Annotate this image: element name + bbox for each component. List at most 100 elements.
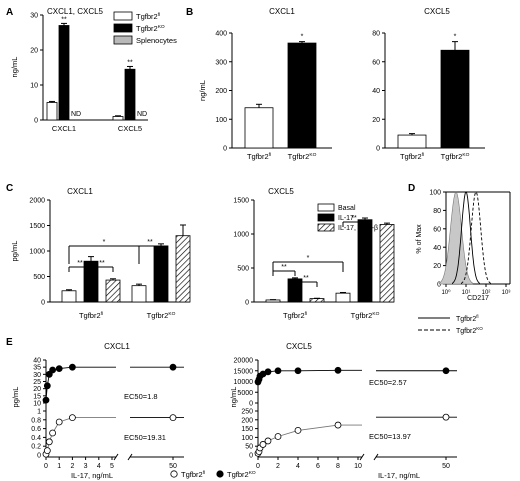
panel-d-y-tick-label: 80 (433, 208, 441, 215)
panel-c-cxcl5-bar (335, 292, 351, 303)
panel-b-cxcl5-y-tick-label: 20 (372, 117, 380, 124)
panel-e-cxcl1-top-point (55, 365, 63, 373)
panel-e-cxcl5-top-point (264, 368, 272, 376)
panel-e-cxcl5-x-tick-label: 4 (296, 463, 300, 470)
panel-e-cxcl5-bottom-point (294, 426, 302, 434)
panel-e-cxcl1-bottom-y-tick-label: 0.6 (31, 426, 41, 433)
panel-d-y-tick-label: 40 (433, 245, 441, 252)
panel-d-x-tick-label: 10⁰ (441, 289, 451, 296)
panel-c-cxcl5-significance: ** (303, 275, 309, 282)
panel-e-cxcl1-x-tick-label: 1 (57, 463, 61, 470)
panel-e-cxcl5-bottom-point (442, 413, 450, 421)
panel-b-cxcl1-y-label: ng/mL (198, 80, 207, 101)
panel-e-cxcl1-top-ec50: EC50=1.8 (124, 392, 158, 401)
panel-c-cxcl1-significance: ** (147, 239, 153, 246)
panel-c-cxcl1-y-tick-label: 0 (41, 300, 45, 307)
panel-e-cxcl5-bottom-point (334, 421, 342, 429)
panel-e-cxcl1-top-point (49, 366, 56, 374)
panel-e-cxcl1-bottom-point (69, 414, 76, 422)
panel-a-bar (124, 68, 136, 121)
panel-a-nd-label: ND (71, 111, 81, 118)
panel-b-cxcl1-significance: * (301, 34, 304, 41)
panel-e-cxcl5-top-y-tick-label: 0 (249, 401, 253, 408)
panel-e-cxcl1-top-y-tick-label: 15 (33, 393, 41, 400)
panel-e-cxcl5-top-y-tick-label: 5000 (237, 390, 253, 397)
panel-a-y-tick-label: 20 (30, 48, 38, 55)
panel-b-cxcl5-significance: * (454, 34, 457, 41)
panel-c-cxcl1-y-tick-label: 2000 (29, 198, 45, 205)
panel-e-cxcl5-x-label: IL-17, ng/mL (378, 471, 420, 480)
panel-letter-a: A (6, 7, 13, 18)
panel-d-y-tick-label: 20 (433, 263, 441, 270)
panel-e-cxcl1-x-tick-label: 50 (169, 463, 177, 470)
panel-e-cxcl5-top-point (274, 367, 282, 375)
panel-d-isotype-histogram (438, 191, 474, 285)
panel-a-legend-swatch (113, 23, 133, 33)
panel-a-legend-label: Tgfbr2KO (136, 24, 165, 33)
panel-e-cxcl5-bottom-y-tick-label: 0 (249, 453, 253, 460)
panel-e-cxcl1-top-y-tick-label: 25 (33, 379, 41, 386)
panel-letter-b: B (186, 7, 193, 18)
panel-c-cxcl5-bar (357, 219, 373, 303)
panel-a-significance: ** (61, 16, 67, 23)
panel-c-cxcl5-bar (379, 224, 395, 303)
panel-c-cxcl1-title: CXCL1 (67, 187, 93, 196)
panel-e-cxcl1-bottom-point (43, 447, 51, 455)
panel-e-cxcl5-x-tick-label: 10 (354, 463, 362, 470)
panel-a-y-label: ng/mL (10, 57, 19, 78)
panel-d-y-tick-label: 0 (437, 282, 441, 289)
panel-d-x-label: CD217 (467, 295, 489, 302)
panel-e-legend-open-marker (170, 470, 178, 478)
panel-a-legend-label: Splenocytes (136, 36, 177, 45)
panel-e-cxcl5-title: CXCL5 (286, 342, 312, 351)
panel-d-legend-label: Tgfbr2fl (456, 314, 479, 323)
panel-a-y-tick-label: 30 (30, 13, 38, 20)
panel-c-cxcl1-bar (131, 285, 147, 303)
panel-e-cxcl5-top-y-tick-label: 20000 (234, 358, 254, 365)
panel-d-x-tick-label: 10² (482, 290, 491, 296)
panel-e-cxcl1-top-point (69, 363, 76, 371)
panel-c-cxcl5-significance: * (307, 255, 310, 262)
panel-e-cxcl5-axis-break (373, 453, 379, 461)
panel-e-cxcl5-bottom-y-tick-label: 250 (241, 409, 253, 416)
panel-c-cxcl1-x-tick-label: Tgfbr2KO (147, 311, 176, 320)
panel-e-cxcl5-bottom-y-tick-label: 100 (241, 435, 253, 442)
panel-c-cxcl5-y-tick-label: 0 (245, 300, 249, 307)
panel-c-cxcl1-significance: * (103, 239, 106, 246)
panel-c-cxcl1-significance: ** (99, 260, 105, 267)
panel-d-x-tick-label: 10¹ (462, 290, 471, 296)
panel-e-cxcl5-bottom-point (264, 437, 272, 445)
panel-c-cxcl1-bar (105, 279, 121, 303)
panel-c-cxcl5-y-tick-label: 1000 (233, 232, 249, 239)
panel-a-significance: ** (127, 59, 133, 66)
panel-e-legend-label: Tgfbr2KO (227, 470, 256, 479)
panel-b-cxcl1-bar (287, 42, 317, 149)
panel-e-cxcl1-top-y-tick-label: 35 (33, 365, 41, 372)
panel-e-cxcl5-top-y-tick-label: 15000 (234, 368, 254, 375)
panel-c-cxcl1-significance: ** (77, 260, 83, 267)
panel-e-cxcl5-x-tick-label: 6 (316, 463, 320, 470)
panel-c-legend-label: IL-17, TGF-β (338, 225, 378, 232)
panel-e-cxcl1-top-y-tick-label: 30 (33, 372, 41, 379)
panel-b-cxcl1-y-tick-label: 100 (215, 117, 227, 124)
panel-e-cxcl1-x-tick-label: 3 (84, 463, 88, 470)
panel-e-cxcl1-bottom-point (45, 438, 53, 446)
panel-c-cxcl5-y-tick-label: 500 (237, 266, 249, 273)
panel-c-legend-label: IL-17 (338, 215, 354, 222)
panel-b-cxcl5-bar (397, 134, 427, 149)
panel-e-cxcl5-bottom-fit-curve (257, 424, 362, 454)
panel-e-cxcl1-bottom-ec50: EC50=19.31 (124, 433, 166, 442)
panel-c-cxcl1-y-tick-label: 1000 (29, 249, 45, 256)
panel-e-cxcl5-y-label: ng/mL (229, 387, 238, 408)
panel-e-cxcl5-bottom-point (274, 433, 282, 440)
panel-e-cxcl5-top-ec50: EC50=2.57 (369, 378, 407, 387)
panel-e-cxcl1-title: CXCL1 (104, 342, 130, 351)
panel-b-cxcl1-title: CXCL1 (269, 7, 295, 16)
panel-a-nd-label: ND (137, 111, 147, 118)
panel-d-legend-label: Tgfbr2KO (456, 326, 483, 335)
panel-d-x-tick-label: 10³ (502, 290, 511, 296)
panel-d-y-label: % of Max (416, 224, 423, 254)
panel-e-cxcl5-top-point (334, 366, 342, 374)
panel-e-cxcl1-axis-break (113, 453, 119, 461)
panel-e-cxcl1-bottom-point (49, 429, 56, 437)
